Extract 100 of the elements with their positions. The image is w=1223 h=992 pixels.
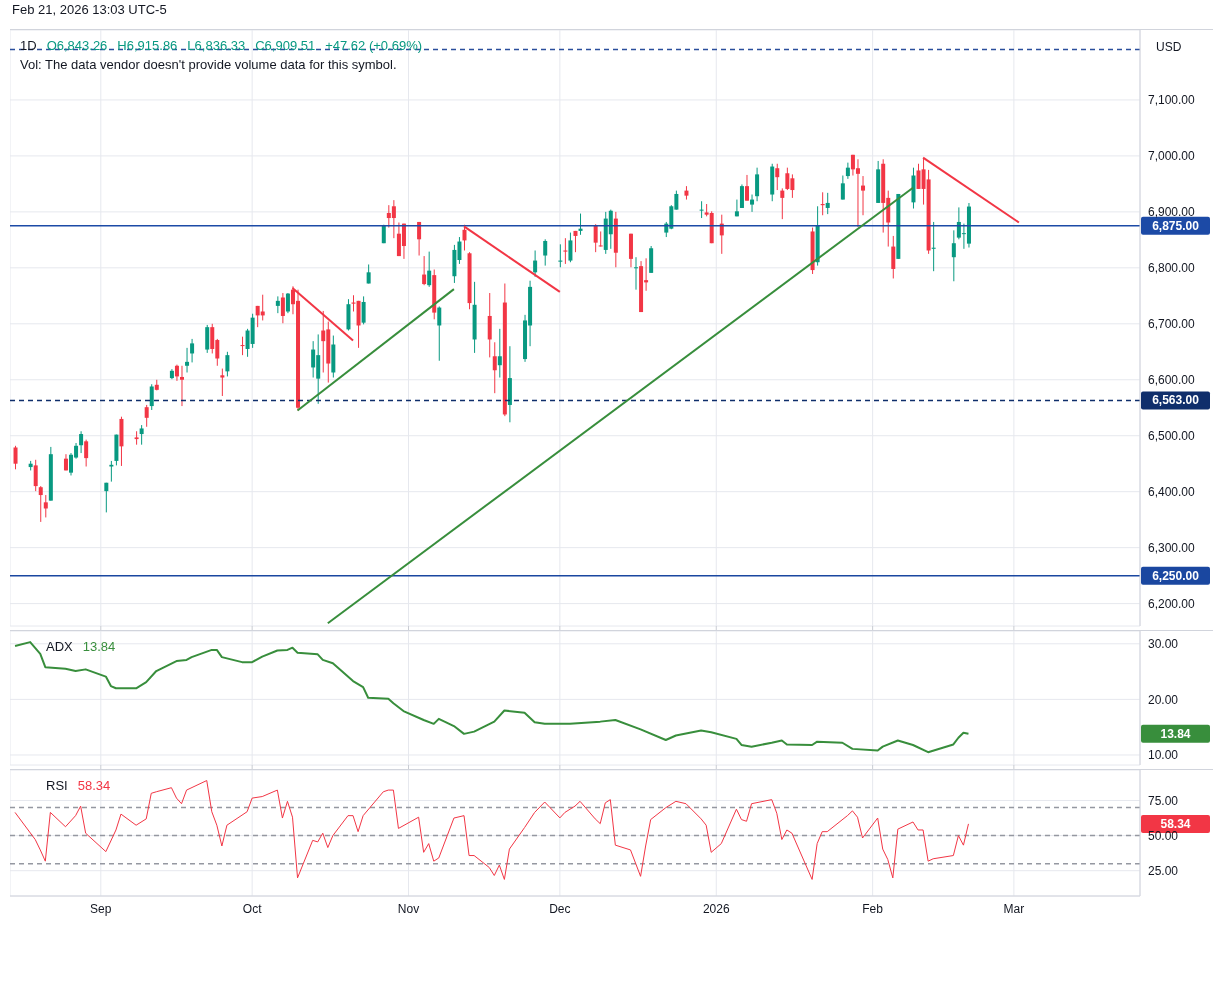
x-tick-label: 2026 [702,901,730,916]
x-tick-label: Feb [862,901,884,916]
candlestick [845,162,850,180]
candlestick [285,292,290,314]
candlestick [13,445,18,470]
candlestick [139,424,144,446]
candlestick [734,199,739,217]
annotation: C6,909.51 [255,38,316,53]
candlestick [861,175,866,216]
ref-line-label: 6,563.00 [1152,393,1200,408]
candlestick [361,295,366,325]
candlestick [785,167,790,191]
candlestick [422,255,427,286]
candlestick [487,292,492,358]
candlestick [84,439,89,468]
candlestick [739,183,744,209]
y-tick-label: 7,000.00 [1148,149,1196,164]
candlestick [543,238,548,267]
candlestick [634,256,639,291]
text: 58.34 [1160,816,1191,831]
annotation: +47.62 (+0.69%) [325,38,423,53]
y-tick-label: 6,400.00 [1148,484,1196,499]
candlestick [891,235,896,279]
y-tick-label: 6,700.00 [1148,317,1196,332]
text: ADX [46,639,73,654]
candlestick [220,368,225,397]
candlestick [144,404,149,428]
y-axis-title: USD [1156,40,1182,54]
text: 13.84 [82,639,116,654]
candlestick [311,340,316,379]
candlestick [437,305,442,362]
y-tick-label: 6,200.00 [1148,596,1196,611]
candlestick [568,232,573,263]
candlestick [109,460,114,483]
y-tick-label: 10.00 [1148,748,1179,763]
candlestick [745,174,749,202]
candlestick [79,430,84,454]
candlestick [598,230,603,248]
candlestick [755,167,760,202]
y-tick-label: 6,500.00 [1148,428,1196,443]
candlestick [780,187,785,220]
text: 1D [20,38,37,53]
y-tick-label: 75.00 [1148,793,1179,808]
y-tick-label: 50.00 [1148,828,1179,843]
candlestick [190,338,195,363]
text: 58.34 [77,778,111,793]
candlestick [225,351,230,377]
x-tick-label: Sep [90,901,112,916]
y-tick-label: 6,300.00 [1148,540,1196,555]
y-tick-label: 30.00 [1148,637,1179,652]
ref-line-label: 6,875.00 [1152,218,1200,233]
text: Feb 21, 2026 13:03 UTC-5 [12,2,167,17]
annotation: O6,843.26 [46,38,108,53]
candlestick [492,341,497,394]
candlestick [210,323,215,354]
y-tick-label: 6,900.00 [1148,205,1196,220]
candlestick [775,163,780,191]
candlestick [497,328,502,379]
candlestick [427,251,432,288]
line-series [14,780,969,880]
y-tick-label: 20.00 [1148,692,1179,707]
candlestick [240,336,245,356]
candlestick [134,430,139,446]
y-tick-label: 6,800.00 [1148,261,1196,276]
candlestick [558,243,563,268]
candlestick [820,191,825,216]
candlestick [149,383,154,411]
candlestick [391,199,396,239]
y-tick-label: 7,100.00 [1148,93,1196,108]
candlestick [33,459,38,492]
candlestick [855,158,860,228]
candlestick [951,229,956,282]
x-tick-label: Dec [549,901,571,916]
candlestick [280,292,285,324]
candlestick [104,482,109,513]
x-tick-label: Nov [397,901,420,916]
candlestick [699,200,704,219]
candlestick [840,175,845,201]
x-tick-label: Mar [1003,901,1025,916]
text: 13.84 [1160,726,1191,741]
candlestick [533,249,538,278]
candlestick [38,485,43,523]
candlestick [205,324,210,354]
candlestick [563,237,568,265]
candlestick [593,223,598,253]
ref-line-label: 6,250.00 [1152,568,1200,583]
y-tick-label: 25.00 [1148,863,1179,878]
line-series [14,641,970,754]
candlestick [43,494,48,518]
annotation: L6,836.33 [187,38,246,53]
candlestick [260,294,265,321]
candlestick [750,194,755,213]
candlestick [366,263,371,285]
candlestick [825,192,830,215]
annotation: Vol: The data vendor doesn't provide volume data for this symbol. [20,57,397,72]
candlestick [180,365,184,407]
annotation: H6,915.86 [117,38,178,53]
candlestick [185,347,190,373]
y-tick-label: 6,600.00 [1148,373,1196,388]
x-tick-label: Oct [242,901,263,916]
